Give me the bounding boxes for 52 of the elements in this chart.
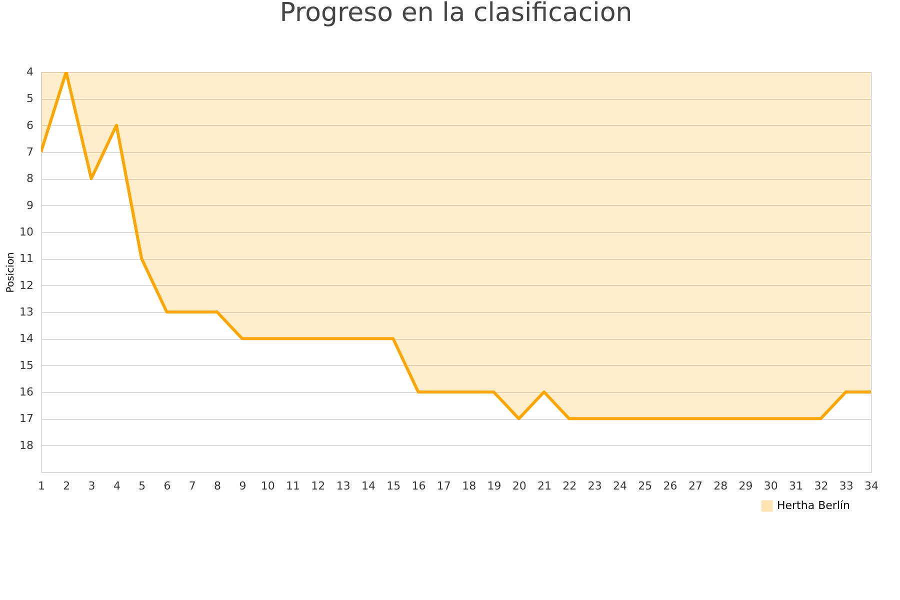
y-tick-label: 17 — [20, 412, 34, 426]
y-axis-title: Posicion — [6, 252, 17, 293]
y-tick-label: 14 — [20, 332, 34, 346]
y-tick-label: 5 — [26, 92, 34, 106]
x-tick-label: 22 — [562, 480, 577, 492]
x-tick-label: 12 — [311, 480, 326, 492]
x-tick-label: 19 — [487, 480, 502, 492]
x-tick-label: 32 — [814, 480, 828, 492]
legend-label: Hertha Berlín — [777, 499, 850, 512]
x-tick-label: 4 — [113, 480, 120, 492]
y-tick-label: 4 — [26, 66, 34, 78]
x-tick-label: 5 — [138, 480, 146, 492]
chart-title: Progreso en la clasificacion — [280, 0, 632, 28]
y-tick-label: 9 — [26, 198, 34, 212]
x-tick-label: 10 — [260, 480, 275, 492]
x-tick-label: 24 — [612, 480, 627, 492]
y-tick-label: 11 — [20, 252, 34, 266]
x-tick-label: 28 — [714, 480, 728, 492]
x-tick-label: 8 — [214, 480, 222, 492]
x-tick-label: 6 — [164, 480, 171, 492]
y-tick-label: 12 — [20, 278, 34, 292]
x-tick-label: 29 — [738, 480, 753, 492]
y-tick-label: 15 — [20, 358, 34, 372]
y-tick-label: 8 — [26, 172, 34, 186]
x-tick-label: 25 — [638, 480, 652, 492]
x-tick-label: 16 — [412, 480, 426, 492]
x-tick-label: 34 — [864, 480, 878, 492]
x-tick-label: 1 — [38, 480, 45, 492]
x-tick-label: 18 — [462, 480, 476, 492]
x-tick-label: 30 — [764, 480, 778, 492]
x-tick-label: 33 — [839, 480, 854, 492]
y-tick-label: 18 — [20, 438, 34, 452]
x-tick-label: 26 — [663, 480, 678, 492]
y-tick-label: 13 — [20, 306, 34, 318]
x-tick-label: 20 — [512, 480, 526, 492]
x-tick-label: 14 — [361, 480, 376, 492]
x-tick-label: 15 — [386, 480, 401, 492]
x-tick-label: 17 — [436, 480, 451, 492]
x-tick-label: 21 — [538, 480, 552, 492]
x-tick-label: 9 — [239, 480, 246, 492]
x-tick-label: 2 — [63, 480, 70, 492]
x-tick-label: 3 — [88, 480, 96, 492]
y-tick-label: 10 — [20, 226, 34, 238]
x-tick-label: 27 — [688, 480, 702, 492]
x-tick-label: 11 — [286, 480, 300, 492]
y-tick-label: 16 — [20, 386, 34, 398]
x-tick-label: 7 — [188, 480, 196, 492]
y-tick-label: 6 — [26, 118, 34, 132]
x-tick-label: 31 — [789, 480, 804, 492]
y-tick-label: 7 — [26, 146, 34, 158]
x-tick-label: 13 — [336, 480, 350, 492]
x-tick-label: 23 — [588, 480, 602, 492]
